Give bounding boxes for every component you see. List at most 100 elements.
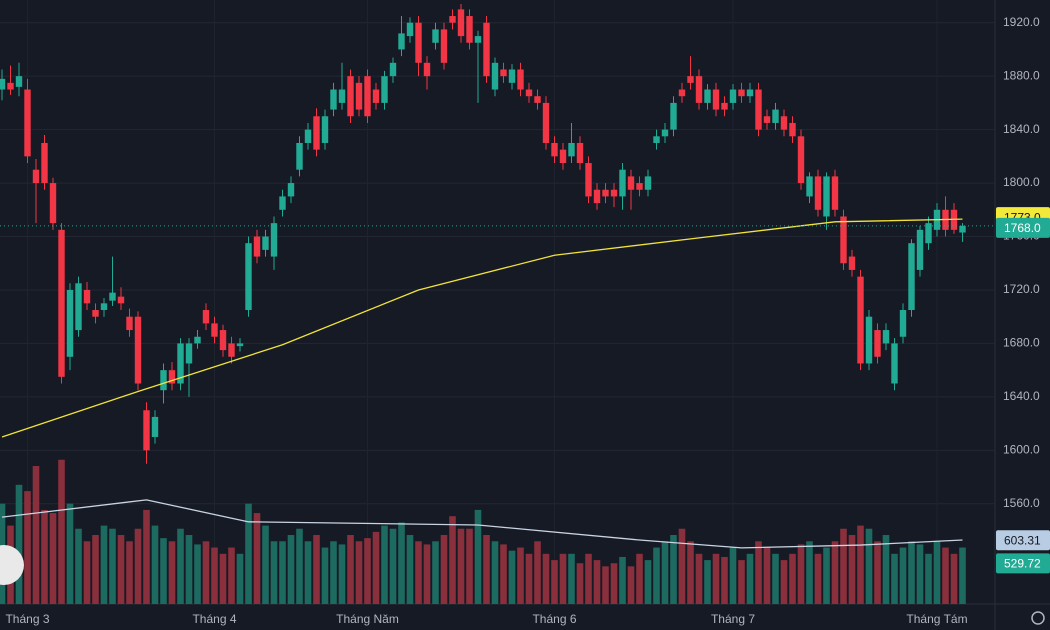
volume-bar: [755, 541, 762, 604]
volume-bar: [848, 535, 856, 604]
volume-bar: [763, 547, 771, 604]
candle-body: [602, 189, 609, 197]
volume-bar: [32, 466, 40, 604]
candle-body: [925, 223, 932, 244]
volume-bar: [423, 544, 431, 604]
volume-bar: [330, 541, 337, 604]
volume-bar: [194, 544, 201, 604]
volume-bar: [780, 560, 788, 604]
candle-body: [41, 142, 48, 184]
candle-body: [211, 323, 218, 337]
candle-body: [695, 76, 703, 103]
candle-body: [372, 89, 380, 103]
volume-bar: [66, 503, 74, 604]
volume-bar: [457, 528, 465, 604]
candle-body: [729, 89, 737, 103]
volume-ma-line: [1, 499, 963, 549]
candle-body: [58, 229, 65, 377]
volume-bar: [619, 556, 626, 604]
volume-bar: [891, 553, 898, 604]
volume-bar: [406, 535, 414, 604]
candle-body: [270, 223, 278, 257]
candle-body: [134, 316, 142, 384]
candle-body: [262, 236, 269, 250]
candle-body: [423, 62, 431, 77]
volume-bar: [143, 509, 150, 604]
candle-body: [474, 36, 482, 43]
candle-body: [636, 183, 643, 190]
volume-bar: [432, 541, 439, 604]
y-tick-label: 1680.0: [1003, 336, 1040, 350]
volume-bar: [92, 535, 99, 604]
volume-bar: [219, 553, 227, 604]
candle-body: [151, 416, 159, 437]
candle-body: [49, 183, 57, 224]
candle-body: [389, 62, 397, 77]
volume-bar: [738, 560, 745, 604]
candle-body: [364, 76, 371, 117]
candle-body: [874, 330, 881, 357]
volume-bar: [899, 547, 907, 604]
volume-bar: [882, 535, 890, 604]
candle-body: [687, 76, 694, 83]
volume-bar: [49, 513, 57, 604]
price-tag: [996, 530, 1050, 551]
volume-bar: [729, 547, 737, 604]
volume-bar: [474, 509, 482, 604]
volume-bar: [24, 491, 31, 604]
logo-circle[interactable]: [0, 545, 24, 585]
candle-body: [780, 116, 788, 130]
candle-body: [568, 142, 575, 157]
candle-body: [117, 296, 125, 304]
volume-bar: [823, 547, 830, 604]
volume-bar: [644, 560, 652, 604]
candle-body: [287, 183, 295, 197]
candle-body: [797, 136, 805, 184]
volume-bar: [134, 528, 142, 604]
volume-bar: [236, 553, 244, 604]
candle-body: [168, 370, 176, 384]
volume-bar: [211, 547, 218, 604]
candle-body: [466, 16, 473, 43]
candle-body: [296, 142, 303, 170]
candle-body: [891, 343, 898, 384]
candle-body: [831, 176, 839, 210]
candle-body: [959, 225, 966, 233]
logo[interactable]: [0, 545, 24, 585]
volume-bar: [542, 553, 550, 604]
volume-bar: [959, 547, 966, 604]
candle-body: [7, 82, 14, 90]
volume-bar: [41, 509, 48, 604]
volume-bar: [950, 553, 958, 604]
settings-gear[interactable]: [1031, 611, 1045, 625]
candle-body: [763, 116, 771, 123]
candle-body: [865, 316, 873, 364]
volume-tag-label: 529.72: [1004, 556, 1041, 570]
candle-body: [0, 78, 6, 90]
candle-body: [92, 310, 99, 317]
candle-body: [398, 33, 405, 50]
y-tick-label: 1640.0: [1003, 389, 1040, 403]
candle-body: [83, 289, 91, 304]
settings-icon[interactable]: [1031, 611, 1045, 625]
volume-bar: [372, 531, 380, 604]
candle-body: [449, 16, 456, 23]
candle-body: [712, 89, 720, 110]
volume-bar: [942, 547, 949, 604]
candle-body: [670, 102, 677, 130]
candle-body: [100, 303, 108, 311]
candle-body: [75, 283, 82, 331]
volume-bar: [321, 547, 329, 604]
volume-bar: [304, 541, 312, 604]
candle-body: [500, 69, 507, 77]
candle-body: [185, 343, 193, 364]
candle-body: [347, 76, 354, 117]
volume-bar: [712, 553, 720, 604]
candle-body: [160, 370, 167, 391]
volume-bar: [262, 525, 269, 604]
candle-body: [219, 330, 227, 351]
x-tick-label: Tháng 3: [5, 612, 49, 626]
y-tick-label: 1840.0: [1003, 122, 1040, 136]
candle-body: [525, 89, 533, 97]
